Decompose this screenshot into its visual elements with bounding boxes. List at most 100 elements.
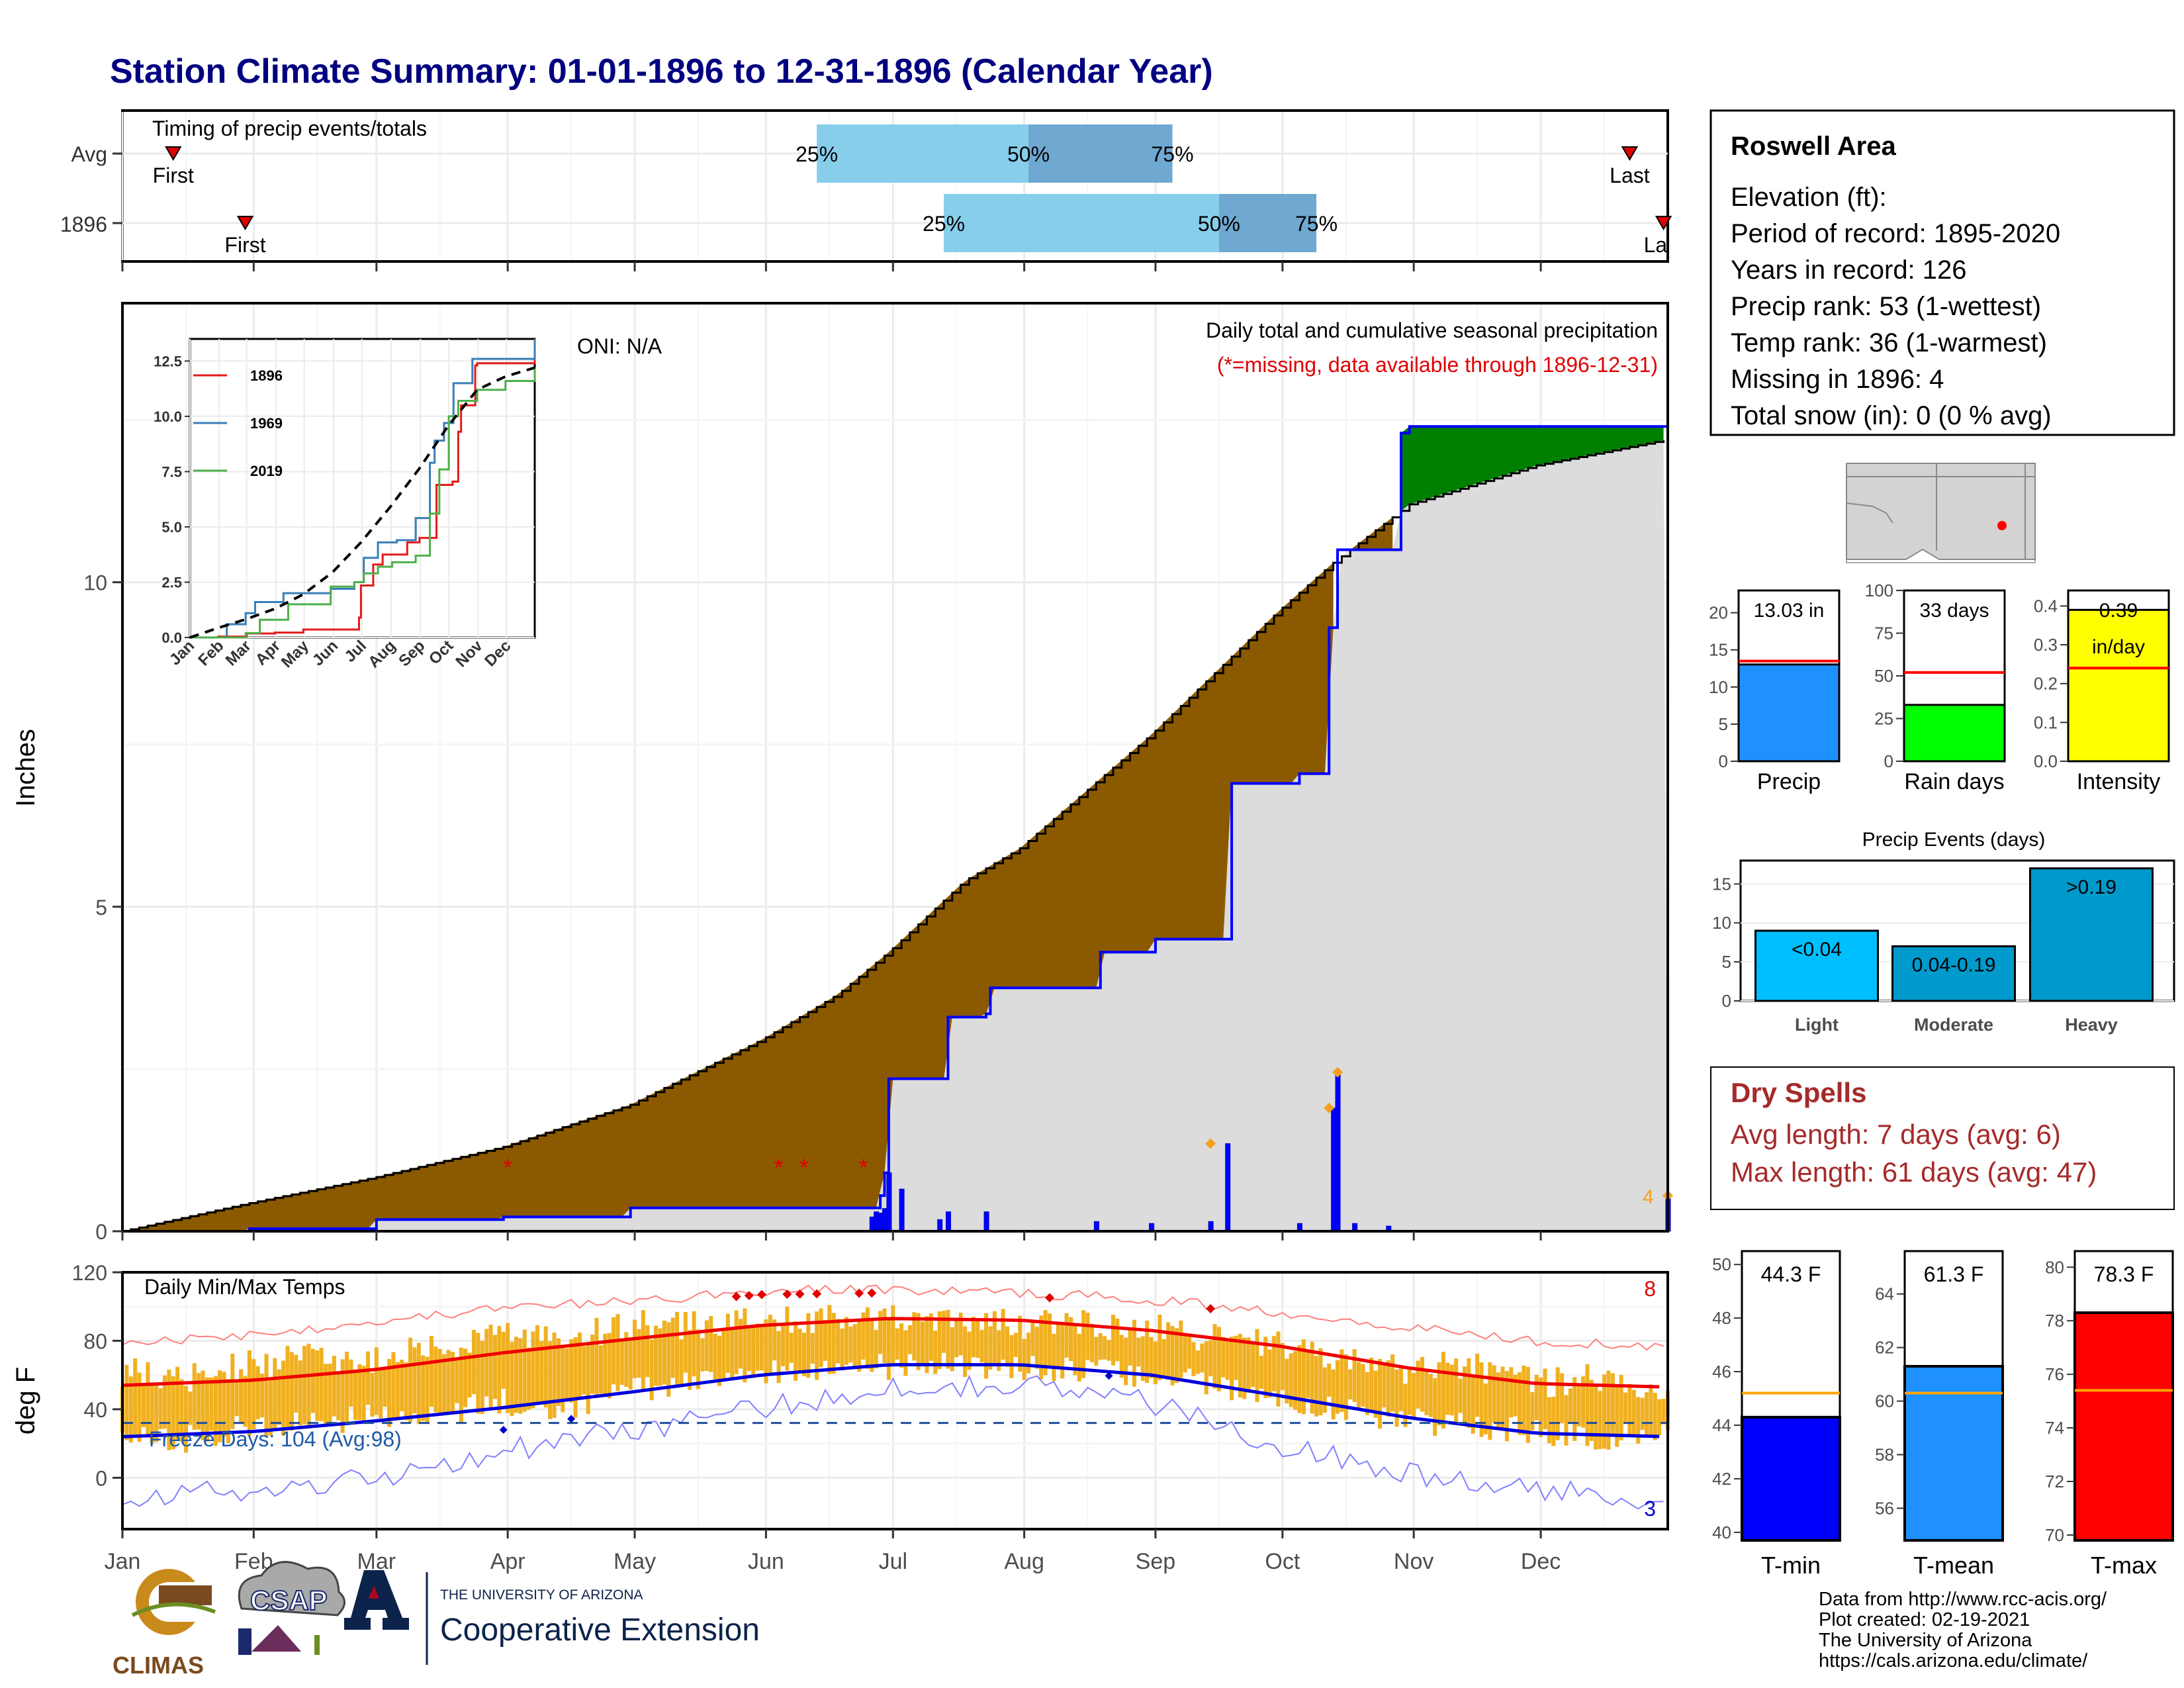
month-label: Jan bbox=[105, 1549, 141, 1574]
y-tick-label: 50 bbox=[1712, 1254, 1731, 1274]
daily-temp-range-bar bbox=[345, 1351, 349, 1423]
daily-temp-range-bar bbox=[794, 1321, 798, 1381]
daily-temp-range-bar bbox=[967, 1331, 972, 1370]
daily-temp-range-bar bbox=[1386, 1360, 1390, 1417]
y-tick-label: 10 bbox=[1712, 913, 1731, 933]
daily-temp-range-bar bbox=[1318, 1348, 1323, 1416]
y-tick-label: 76 bbox=[2045, 1364, 2064, 1384]
daily-temp-range-bar bbox=[1509, 1367, 1514, 1418]
daily-temp-range-bar bbox=[243, 1376, 248, 1427]
daily-temp-range-bar bbox=[1377, 1358, 1382, 1429]
summary-bar-value: 13.03 in bbox=[1754, 600, 1825, 622]
daily-temp-range-bar bbox=[844, 1317, 848, 1365]
daily-temp-range-bar bbox=[1352, 1349, 1357, 1402]
event-bar bbox=[2029, 867, 2154, 1002]
daily-temp-range-bar bbox=[603, 1333, 608, 1397]
daily-temp-range-bar bbox=[1001, 1309, 1005, 1360]
daily-temp-range-bar bbox=[1267, 1349, 1272, 1398]
daily-temp-range-bar bbox=[776, 1331, 781, 1383]
legend-label: 1969 bbox=[250, 415, 283, 432]
record-high-count: 8 bbox=[1644, 1277, 1656, 1301]
daily-temp-range-bar bbox=[1306, 1352, 1310, 1399]
daily-temp-range-bar bbox=[958, 1313, 963, 1356]
daily-temp-range-bar bbox=[971, 1317, 976, 1358]
event-bar-value: <0.04 bbox=[1792, 939, 1842, 961]
daily-temp-range-bar bbox=[1407, 1367, 1412, 1415]
y-tick-label: 25 bbox=[1874, 709, 1893, 729]
daily-temp-range-bar bbox=[1576, 1383, 1581, 1427]
daily-temp-range-bar bbox=[1369, 1357, 1374, 1412]
daily-temp-range-bar bbox=[455, 1357, 459, 1403]
month-label: Jun bbox=[748, 1549, 784, 1574]
precip-summary-bars: 13.03 in Precip 0 5 10 15 20 33 days Rain days 0 2… bbox=[1709, 581, 2170, 794]
record-low-count: 3 bbox=[1644, 1497, 1656, 1521]
above-average-area bbox=[1400, 426, 1664, 511]
daily-temp-range-bar bbox=[984, 1313, 989, 1379]
daily-temp-range-bar bbox=[230, 1354, 235, 1429]
event-bar-value: 0.04-0.19 bbox=[1912, 955, 1996, 976]
daily-temp-range-bar bbox=[1301, 1339, 1306, 1415]
record-high-marker bbox=[1206, 1304, 1216, 1314]
station-line: Years in record: 126 bbox=[1731, 256, 1967, 285]
temp-bar-label: T-mean bbox=[1913, 1552, 1994, 1579]
daily-precip-bar bbox=[945, 1211, 951, 1232]
daily-temp-range-bar bbox=[997, 1330, 1001, 1371]
daily-temp-range-bar bbox=[484, 1329, 489, 1397]
daily-temp-range-bar bbox=[1522, 1365, 1526, 1435]
timing-row-label-avg: Avg bbox=[71, 142, 107, 166]
daily-temp-range-bar bbox=[1525, 1367, 1530, 1443]
daily-temp-range-bar bbox=[1348, 1369, 1353, 1399]
daily-temp-range-bar bbox=[1488, 1362, 1492, 1440]
month-label: Oct bbox=[1265, 1549, 1300, 1574]
daily-temp-range-bar bbox=[467, 1352, 472, 1398]
daily-temp-range-bar bbox=[1449, 1364, 1454, 1416]
daily-temp-range-bar bbox=[882, 1308, 887, 1364]
event-bar-value: >0.19 bbox=[2066, 876, 2116, 898]
daily-temp-range-bar bbox=[476, 1333, 480, 1414]
daily-temp-range-bar bbox=[1357, 1362, 1361, 1409]
daily-temp-range-bar bbox=[861, 1312, 866, 1360]
daily-temp-range-bar bbox=[179, 1379, 184, 1442]
daily-temp-range-bar bbox=[234, 1380, 239, 1417]
daily-temp-range-bar bbox=[628, 1338, 633, 1390]
daily-temp-range-bar bbox=[1382, 1365, 1387, 1408]
y-tick-label: 5 bbox=[1719, 714, 1728, 734]
daily-temp-range-bar bbox=[1187, 1336, 1192, 1369]
month-label: Aug bbox=[1004, 1549, 1044, 1574]
temp-panel: 0 40 80 120 deg F Daily Min/Max Temps Freez… bbox=[11, 1261, 1670, 1574]
daily-temp-range-bar bbox=[1479, 1362, 1484, 1437]
daily-temp-range-bar bbox=[1060, 1325, 1065, 1379]
daily-temp-range-bar bbox=[1111, 1315, 1115, 1366]
precip-panel: * * * * 0 5 10 Inches Daily total and cumulat… bbox=[11, 302, 1673, 1244]
y-tick-label: 120 bbox=[72, 1261, 107, 1285]
university-of-arizona-logo: THE UNIVERSITY OF ARIZONA Cooperative Ex… bbox=[344, 1570, 760, 1665]
station-line: Temp rank: 36 (1-warmest) bbox=[1731, 328, 2047, 357]
daily-temp-range-bar bbox=[1056, 1323, 1060, 1368]
legend-label: 2019 bbox=[250, 463, 283, 479]
daily-temp-range-bar bbox=[658, 1328, 662, 1386]
precip-end-label: 4 bbox=[1643, 1186, 1654, 1208]
daily-temp-range-bar bbox=[743, 1308, 747, 1383]
daily-temp-range-bar bbox=[903, 1330, 908, 1376]
events-title: Precip Events (days) bbox=[1862, 829, 2046, 851]
daily-temp-range-bar bbox=[709, 1316, 713, 1372]
daily-temp-range-bar bbox=[370, 1372, 375, 1417]
y-tick-label: 0.2 bbox=[2034, 674, 2058, 694]
daily-temp-range-bar bbox=[1336, 1360, 1340, 1414]
event-bar-label: Heavy bbox=[2065, 1015, 2118, 1035]
daily-temp-range-bar bbox=[522, 1329, 527, 1412]
daily-temp-range-bar bbox=[624, 1332, 629, 1387]
csap-wordmark: CSAP bbox=[250, 1585, 328, 1616]
daily-temp-range-bar bbox=[577, 1332, 582, 1399]
y-tick-label: 0 bbox=[1719, 751, 1728, 771]
daily-temp-range-bar bbox=[734, 1310, 739, 1374]
daily-temp-range-bar bbox=[306, 1343, 311, 1429]
daily-temp-range-bar bbox=[437, 1348, 442, 1416]
cumulative-overlap-area bbox=[122, 440, 1668, 1231]
daily-temp-range-bar bbox=[162, 1375, 167, 1429]
daily-temp-range-bar bbox=[374, 1347, 379, 1415]
daily-temp-range-bar bbox=[302, 1346, 307, 1425]
summary-bar-label: Rain days bbox=[1904, 769, 2004, 794]
daily-temp-range-bar bbox=[1026, 1333, 1031, 1374]
daily-temp-range-bar bbox=[1623, 1392, 1628, 1424]
